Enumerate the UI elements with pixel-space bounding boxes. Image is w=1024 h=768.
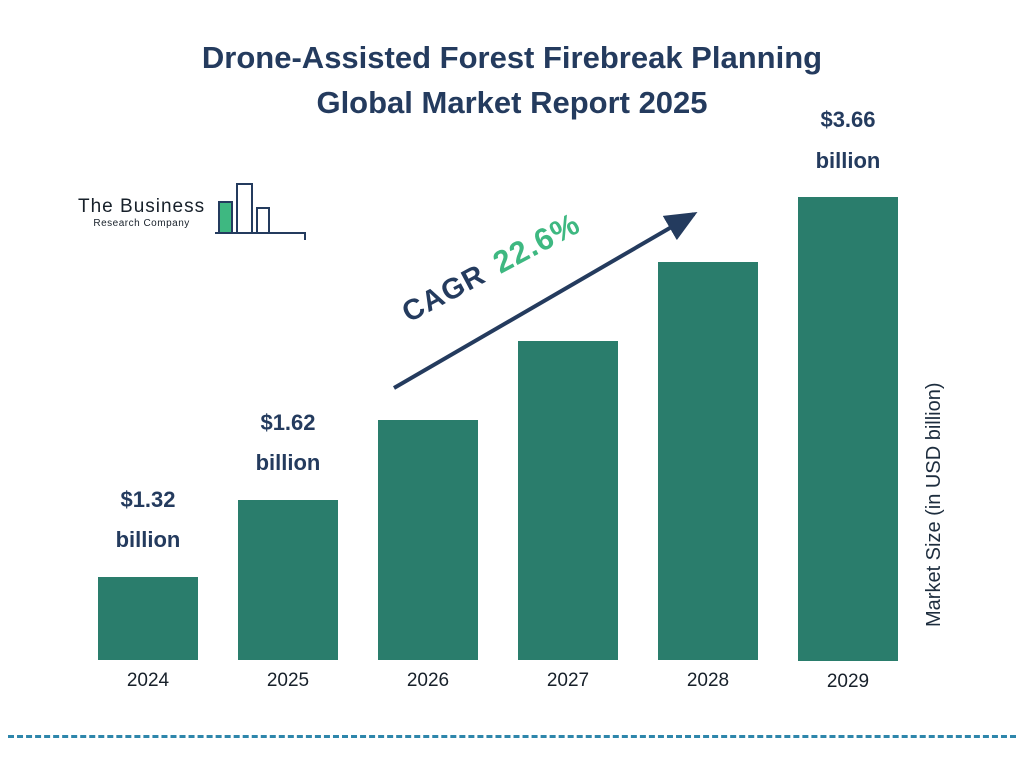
- bar: [238, 500, 338, 660]
- bar: [378, 420, 478, 660]
- bar: [798, 197, 898, 661]
- company-logo: The Business Research Company: [78, 178, 313, 246]
- x-tick-label: 2029: [826, 670, 870, 692]
- x-tick-label: 2026: [406, 670, 450, 691]
- value-label: $1.32 billion: [115, 486, 181, 553]
- chart-title-line2: Global Market Report 2025: [316, 84, 708, 120]
- chart-title: Drone-Assisted Forest Firebreak Planning…: [0, 36, 1024, 126]
- x-tick-label: 2024: [126, 670, 170, 691]
- bar-column: $1.32 billion 2024: [98, 100, 198, 695]
- bar-column: 2028: [658, 100, 758, 695]
- x-tick-label: 2028: [686, 670, 730, 691]
- x-tick-label: 2027: [546, 670, 590, 691]
- bar-column: $1.62 billion 2025: [238, 100, 338, 695]
- value-label: $1.62 billion: [255, 409, 321, 476]
- chart-title-line1: Drone-Assisted Forest Firebreak Planning: [201, 40, 823, 75]
- company-logo-subname: Research Company: [93, 217, 190, 229]
- bar: [518, 341, 618, 660]
- company-logo-name: The Business: [78, 195, 206, 217]
- bar-column: 2026: [378, 100, 478, 695]
- value-label: $3.66 billion: [815, 107, 881, 173]
- company-logo-bars-icon: [215, 183, 307, 240]
- bars: $1.32 billion 2024 $1.62 billion 2025 2026 2027…: [98, 100, 898, 695]
- x-tick-label: 2025: [266, 670, 310, 691]
- bar: [98, 577, 198, 660]
- company-logo-text: The Business Research Company: [78, 196, 205, 229]
- y-axis-title: Market Size (in USD billion): [923, 382, 945, 628]
- bottom-dashed-divider: [8, 735, 1016, 738]
- bar: [658, 262, 758, 660]
- bar-column: 2027: [518, 100, 618, 695]
- bar-column: $3.66 billion 2029: [798, 100, 898, 695]
